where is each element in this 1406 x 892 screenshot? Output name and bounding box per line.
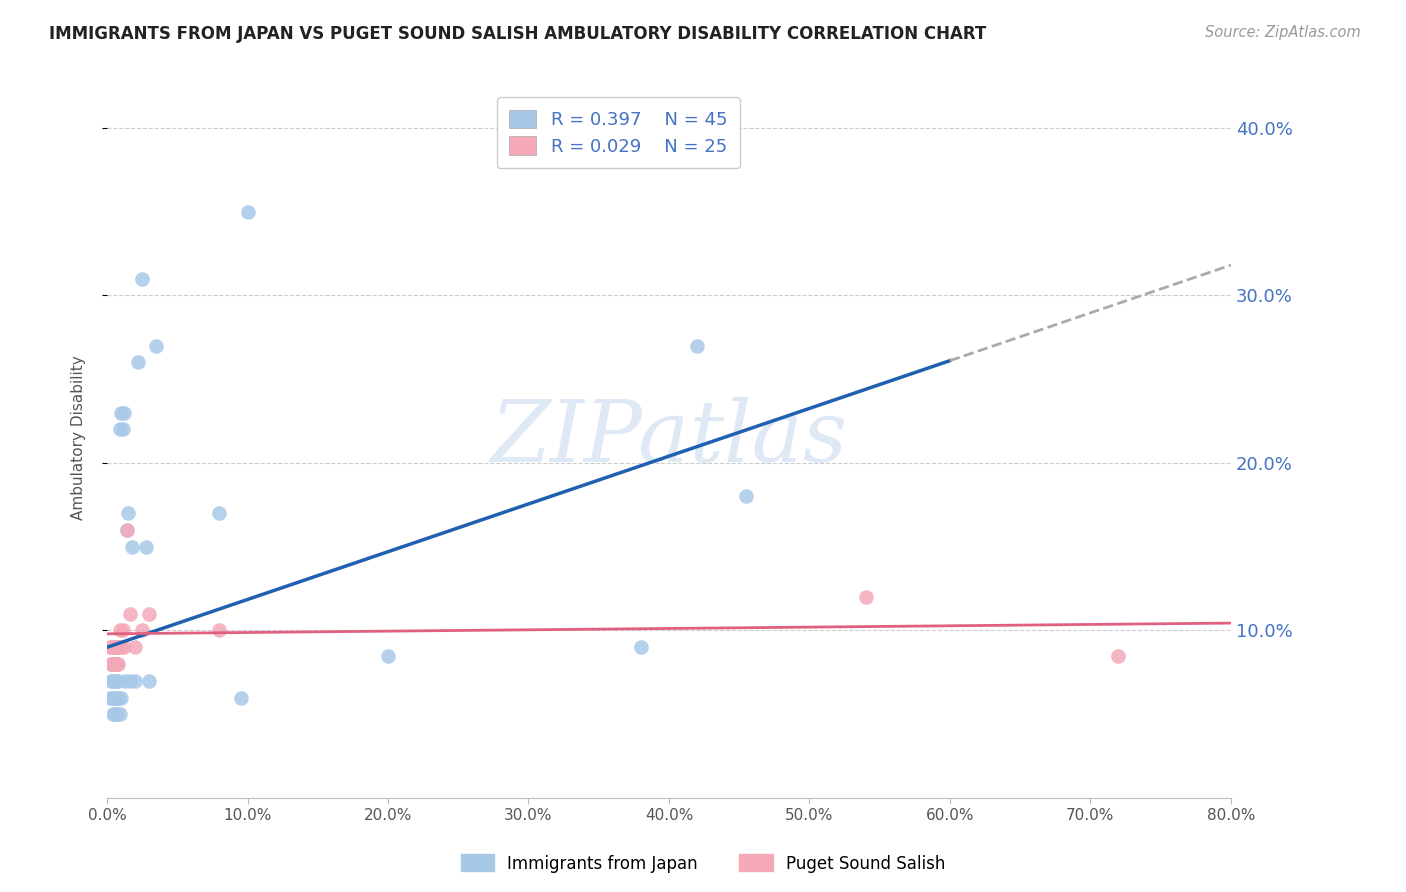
Point [131,624,153,638]
Point [100,673,122,688]
Point [103,657,125,671]
Point [118,673,141,688]
Point [100,657,122,671]
Point [98,640,121,655]
Point [236,204,259,219]
Y-axis label: Ambulatory Disability: Ambulatory Disability [72,355,86,520]
Point [112,640,135,655]
Point [105,690,128,705]
Text: ZIPatlas: ZIPatlas [491,396,848,479]
Point [1107,648,1129,663]
Point [103,640,125,655]
Point [103,657,125,671]
Point [107,640,129,655]
Point [135,540,157,554]
Point [138,673,160,688]
Point [98,690,121,705]
Point [115,523,138,537]
Point [124,673,146,688]
Legend: Immigrants from Japan, Puget Sound Salish: Immigrants from Japan, Puget Sound Salis… [454,847,952,880]
Point [127,355,149,369]
Point [145,338,167,352]
Point [104,690,127,705]
Point [131,271,153,285]
Point [107,690,129,705]
Point [208,624,231,638]
Point [104,657,127,671]
Point [105,707,128,722]
Point [229,690,252,705]
Point [104,657,127,671]
Point [117,506,139,520]
Point [138,607,160,621]
Point [101,673,124,688]
Point [208,506,231,520]
Point [115,523,138,537]
Point [110,640,132,655]
Point [630,640,652,655]
Point [101,707,124,722]
Point [101,640,124,655]
Legend: R = 0.397    N = 45, R = 0.029    N = 25: R = 0.397 N = 45, R = 0.029 N = 25 [496,97,740,169]
Point [114,673,136,688]
Point [118,607,141,621]
Point [686,338,709,352]
Point [104,640,127,655]
Point [100,640,122,655]
Point [107,673,129,688]
Point [735,490,758,504]
Point [101,690,124,705]
Point [105,657,128,671]
Point [108,422,131,436]
Point [108,624,131,638]
Point [121,540,143,554]
Point [124,640,146,655]
Point [100,657,122,671]
Point [104,707,127,722]
Point [111,422,134,436]
Text: Source: ZipAtlas.com: Source: ZipAtlas.com [1205,25,1361,40]
Point [112,406,135,420]
Text: IMMIGRANTS FROM JAPAN VS PUGET SOUND SALISH AMBULATORY DISABILITY CORRELATION CH: IMMIGRANTS FROM JAPAN VS PUGET SOUND SAL… [49,25,987,43]
Point [103,707,125,722]
Point [377,648,399,663]
Point [103,690,125,705]
Point [111,624,134,638]
Point [855,590,877,604]
Point [101,657,124,671]
Point [103,673,125,688]
Point [105,640,128,655]
Point [110,690,132,705]
Point [104,673,127,688]
Point [110,406,132,420]
Point [108,707,131,722]
Point [105,640,128,655]
Point [107,657,129,671]
